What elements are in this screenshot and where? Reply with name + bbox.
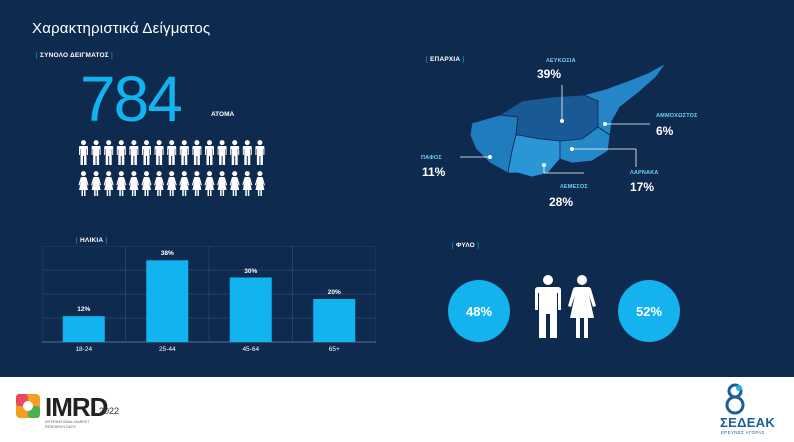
- male-person-icon: [104, 140, 114, 165]
- female-person-icon: [116, 171, 127, 196]
- sedeak-subtitle: ΕΡΕΥΝΕΣ ΑΓΟΡΑΣ: [721, 430, 765, 435]
- female-person-icon: [191, 171, 202, 196]
- male-person-icons: [79, 140, 265, 165]
- sample-total: 784: [80, 63, 183, 135]
- male-icons-row: [78, 140, 268, 166]
- gender-section-label: [ ΦΥΛΟ ]: [452, 242, 479, 249]
- male-person-icon: [242, 140, 252, 165]
- female-person-icon: [254, 171, 265, 196]
- bar-25-44: [146, 260, 189, 342]
- age-chart: 12% 18-24 38% 25-44 30% 45-64 20% 65+: [41, 245, 377, 356]
- male-person-icon: [154, 140, 164, 165]
- female-person-icon: [179, 171, 190, 196]
- age-bar-chart: [41, 245, 377, 343]
- region-pct-lefkosia: 39%: [537, 67, 562, 81]
- female-icons-row: [78, 171, 268, 197]
- male-person-icon: [179, 140, 189, 165]
- male-person-icon: [129, 140, 139, 165]
- footer: [0, 377, 794, 442]
- male-person-icon: [230, 140, 240, 165]
- region-name-pafos: ΠΑΦΟΣ: [421, 155, 442, 161]
- female-person-icon: [128, 171, 139, 196]
- male-person-icon: [167, 140, 177, 165]
- sample-section-label: [ ΣΥΝΟΛΟ ΔΕΙΓΜΑΤΟΣ ]: [36, 52, 113, 59]
- bar-18-24: [62, 316, 105, 342]
- region-pct-ammochostos: 6%: [656, 124, 674, 138]
- bar-value-label: 38%: [160, 250, 174, 258]
- female-person-icon: [204, 171, 215, 196]
- female-figure-icon: [568, 275, 596, 338]
- female-person-icon: [166, 171, 177, 196]
- female-person-icons: [78, 171, 265, 196]
- bar-value-label: 20%: [327, 289, 341, 296]
- map-region-lemesos: [507, 134, 561, 178]
- cyprus-map: [460, 62, 667, 178]
- region-name-lemesos: ΛΕΜΕΣΟΣ: [560, 184, 588, 190]
- male-person-icon: [192, 140, 202, 165]
- male-person-icon: [116, 140, 126, 165]
- region-pct-lemesos: 28%: [549, 195, 574, 209]
- region-pct-pafos: 11%: [422, 165, 446, 179]
- male-person-icon: [91, 140, 101, 165]
- bar-value-label: 12%: [77, 306, 91, 314]
- map-region-larnaka: [559, 126, 611, 164]
- age-label-text: ΗΛΙΚΙΑ: [80, 237, 104, 244]
- map-region-ammochostos: [582, 62, 667, 136]
- sedeak-logo-icon: [725, 383, 745, 415]
- bar-45-64: [229, 277, 272, 342]
- male-person-icon: [217, 140, 227, 165]
- category-label: 18-24: [75, 346, 93, 353]
- female-person-icon: [242, 171, 253, 196]
- male-person-icon: [255, 140, 265, 165]
- sedeak-logo-text: ΣΕΔΕΑΚ: [720, 415, 776, 430]
- bar-value-label: 30%: [244, 267, 258, 275]
- female-person-icon: [229, 171, 240, 196]
- male-person-icon: [79, 140, 88, 165]
- male-pct-circle: 48%: [448, 280, 510, 342]
- region-name-larnaka: ΛΑΡΝΑΚΑ: [630, 170, 659, 176]
- category-label: 65+: [328, 346, 340, 353]
- female-person-icon: [78, 171, 89, 196]
- imrd-logo-icon: [16, 394, 40, 418]
- sample-unit: ΑΤΟΜΑ: [211, 111, 235, 118]
- region-section-label: [ ΕΠΑΡΧΙΑ ]: [426, 56, 465, 63]
- female-pct-circle: 52%: [618, 280, 680, 342]
- imrd-logo-text: IMRD: [45, 392, 108, 422]
- region-label-text: ΕΠΑΡΧΙΑ: [430, 56, 461, 63]
- imrd-year: 2022: [99, 406, 120, 416]
- imrd-subtitle: INTERNATIONAL MARKET RESEARCH DAYS: [45, 420, 90, 429]
- sample-label-text: ΣΥΝΟΛΟ ΔΕΙΓΜΑΤΟΣ: [40, 52, 109, 59]
- bar-65+: [313, 299, 356, 342]
- category-label: 45-64: [242, 346, 260, 353]
- category-label: 25-44: [158, 346, 176, 353]
- page-title: Χαρακτηριστικά Δείγματος: [32, 20, 211, 37]
- male-person-icon: [205, 140, 214, 165]
- female-person-icon: [154, 171, 165, 196]
- region-name-lefkosia: ΛΕΥΚΩΣΙΑ: [546, 58, 576, 64]
- region-name-ammochostos: ΑΜΜΟΧΩΣΤΟΣ: [656, 113, 698, 119]
- gender-label-text: ΦΥΛΟ: [456, 242, 475, 249]
- male-person-icon: [142, 140, 151, 165]
- region-pct-larnaka: 17%: [630, 180, 655, 194]
- female-person-icon: [91, 171, 102, 196]
- slide: Χαρακτηριστικά Δείγματος [ ΣΥΝΟΛΟ ΔΕΙΓΜΑ…: [0, 0, 794, 377]
- female-person-icon: [217, 171, 228, 196]
- male-figure-icon: [535, 275, 561, 338]
- female-person-icon: [103, 171, 114, 196]
- female-person-icon: [141, 171, 152, 196]
- age-section-label: [ ΗΛΙΚΙΑ ]: [76, 237, 108, 244]
